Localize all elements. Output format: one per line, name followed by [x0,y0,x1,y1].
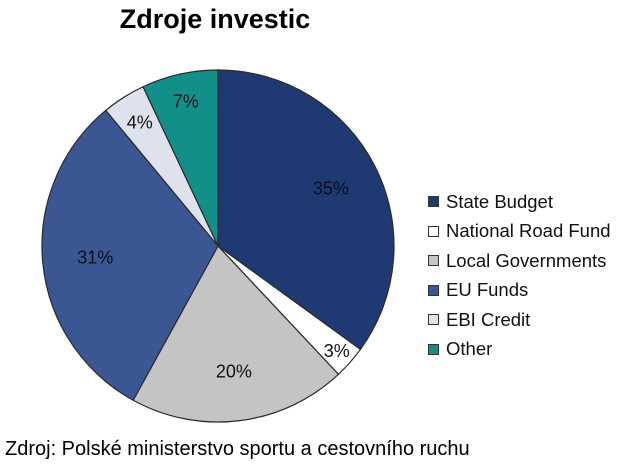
slice-label-national-road-fund: 3% [324,341,350,361]
slice-label-eu-funds: 31% [77,248,113,268]
pie-slice-eu-funds [41,109,219,402]
legend-item: State Budget [428,187,611,217]
legend-swatch [428,255,439,267]
slice-label-ebi-credit: 4% [127,113,153,133]
legend-label: EBI Credit [446,308,531,330]
legend-item: Local Governments [428,246,611,276]
legend-swatch [428,314,439,326]
source-note: Zdroj: Polské ministerstvo sportu a cest… [5,438,470,460]
legend-label: EU Funds [446,279,529,301]
legend-label: State Budget [446,190,553,212]
chart-legend: State Budget National Road Fund Local Gove… [428,187,611,364]
legend-item: National Road Fund [428,217,611,247]
legend-swatch [428,343,439,355]
slice-label-other: 7% [173,92,199,112]
legend-label: Local Governments [446,249,607,271]
slice-label-state-budget: 35% [313,179,349,199]
chart-title: Zdroje investic [119,4,311,34]
slice-label-local-governments: 20% [216,362,252,382]
legend-swatch [428,196,439,208]
legend-item: EBI Credit [428,305,611,335]
legend-label: National Road Fund [446,220,611,242]
pie-slice-other [142,69,219,247]
legend-swatch [428,284,439,296]
pie-slice-state-budget [217,69,395,351]
legend-item: Other [428,335,611,365]
pie-chart: 35% 3% 20% 31% 4% 7% [41,69,395,423]
pie-slice-local-governments [132,244,340,423]
legend-swatch [428,225,439,237]
legend-label: Other [446,338,493,360]
legend-item: EU Funds [428,276,611,306]
